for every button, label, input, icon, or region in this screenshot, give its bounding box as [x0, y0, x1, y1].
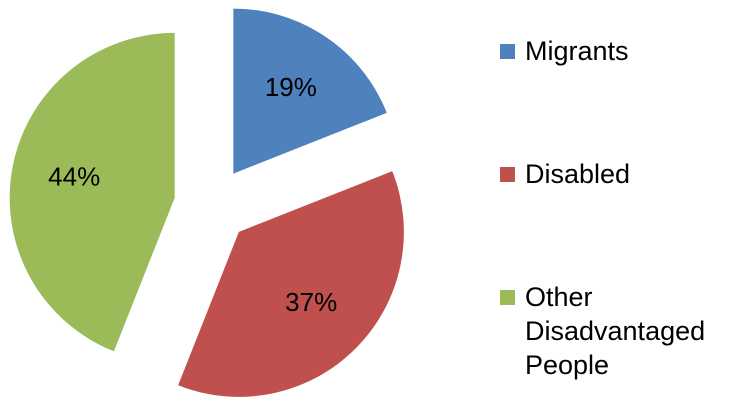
legend-item: Other Disadvantaged People — [500, 280, 735, 403]
legend: Migrants Disabled Other Disadvantaged Peop… — [500, 34, 735, 403]
data-label: 19% — [265, 72, 317, 102]
legend-label: Disabled — [525, 159, 631, 189]
legend-label: Other Disadvantaged People — [525, 282, 706, 380]
legend-label: Migrants — [525, 36, 629, 66]
chart: 19% 37% 44% — [9, 8, 404, 397]
legend-swatch — [500, 290, 515, 305]
pie-slice — [9, 32, 175, 352]
data-label: 37% — [285, 287, 337, 317]
legend-swatch — [500, 44, 515, 59]
pie-slice — [178, 171, 404, 397]
legend-swatch — [500, 167, 515, 182]
pie-slice — [233, 8, 387, 174]
data-label: 44% — [48, 162, 100, 192]
legend-item: Migrants — [500, 34, 735, 157]
legend-item: Disabled — [500, 157, 735, 280]
